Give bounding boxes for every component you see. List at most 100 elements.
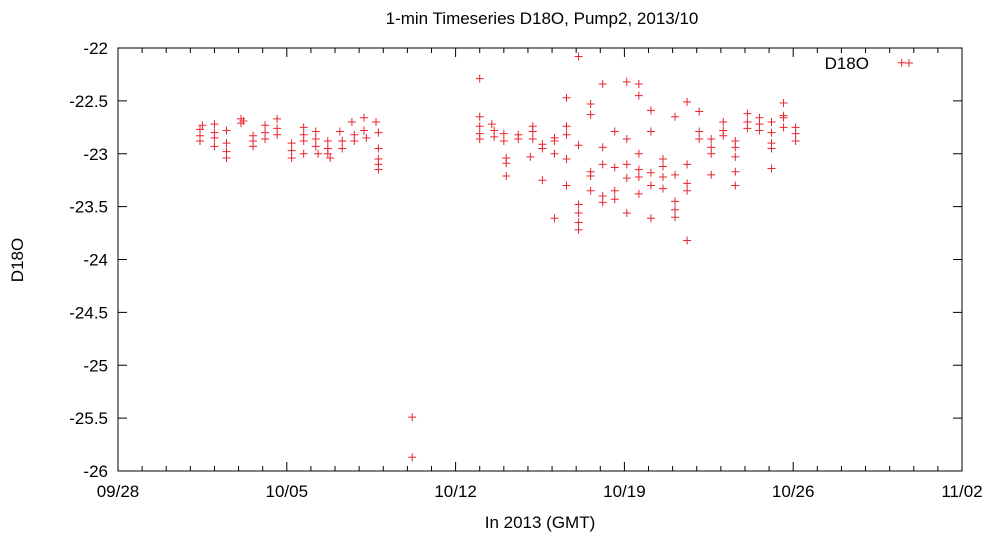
data-point [646, 127, 655, 136]
data-point [528, 134, 537, 143]
data-point [622, 208, 631, 217]
data-point [550, 214, 559, 223]
data-point [634, 79, 643, 88]
data-point [574, 208, 583, 217]
data-point [490, 132, 499, 141]
data-point [622, 174, 631, 183]
data-point [335, 127, 344, 136]
data-point [610, 186, 619, 195]
y-axis: -22 -22.5 -23 -23.5 -24 -24.5 -25 -25.5 -26 [69, 39, 962, 481]
x-axis: 09/28 10/05 10/12 10/19 10/26 11/02 [97, 48, 983, 501]
data-point [562, 155, 571, 164]
x-axis-label: In 2013 (GMT) [485, 513, 596, 532]
data-point [550, 137, 559, 146]
y-tick-label: -25 [83, 356, 108, 375]
data-point [767, 128, 776, 137]
data-point [502, 171, 511, 180]
x-tick-label: 11/02 [941, 482, 982, 501]
y-tick-label: -23 [83, 145, 108, 164]
data-point [210, 142, 219, 151]
data-point [574, 141, 583, 150]
data-point [707, 170, 716, 179]
data-point [731, 181, 740, 190]
x-tick-label: 10/12 [434, 482, 477, 501]
data-point [671, 205, 680, 214]
data-point [586, 110, 595, 119]
data-point [622, 77, 631, 86]
data-series-d18o [195, 52, 906, 462]
data-point [622, 134, 631, 143]
data-point [261, 134, 270, 143]
data-point [671, 112, 680, 121]
data-point [408, 453, 417, 462]
y-tick-label: -24 [83, 251, 108, 270]
data-point [222, 126, 231, 135]
data-point [287, 153, 296, 162]
data-point [671, 197, 680, 206]
data-point [707, 134, 716, 143]
data-point [261, 121, 270, 130]
data-point [487, 120, 496, 129]
data-point [374, 128, 383, 137]
legend-marker-plus [905, 59, 913, 67]
data-point [359, 126, 368, 135]
data-point [743, 109, 752, 118]
data-point [222, 153, 231, 162]
data-point [598, 79, 607, 88]
data-point [475, 122, 484, 131]
data-point [249, 142, 258, 151]
data-point [791, 137, 800, 146]
data-point [475, 134, 484, 143]
plot-frame [117, 47, 963, 472]
data-point [311, 127, 320, 136]
data-point [239, 116, 248, 125]
data-point [779, 98, 788, 107]
data-point [646, 168, 655, 177]
data-point [273, 114, 282, 123]
data-point [311, 134, 320, 143]
data-point [538, 176, 547, 185]
data-point [502, 159, 511, 168]
data-point [299, 123, 308, 132]
data-point [610, 163, 619, 172]
data-point [719, 118, 728, 127]
data-point [574, 218, 583, 227]
data-point [338, 137, 347, 146]
data-point [314, 149, 323, 158]
x-tick-label: 09/28 [97, 482, 140, 501]
data-point [695, 107, 704, 116]
data-point [707, 149, 716, 158]
data-point [791, 129, 800, 138]
data-point [586, 100, 595, 109]
data-point [326, 153, 335, 162]
data-point [299, 149, 308, 158]
data-point [658, 155, 667, 164]
legend: D18O [825, 54, 913, 73]
data-point [210, 120, 219, 129]
data-point [683, 236, 692, 245]
data-point [347, 118, 356, 127]
data-point [634, 149, 643, 158]
x-tick-label: 10/05 [266, 482, 309, 501]
data-point [767, 164, 776, 173]
data-point [658, 162, 667, 171]
y-tick-label: -24.5 [69, 303, 108, 322]
data-point [779, 123, 788, 132]
data-point [586, 186, 595, 195]
y-axis-label: D18O [8, 238, 27, 282]
data-point [499, 129, 508, 138]
data-point [897, 58, 906, 67]
data-point [767, 144, 776, 153]
data-point [586, 171, 595, 180]
data-point [695, 127, 704, 136]
data-point [528, 127, 537, 136]
data-point [731, 143, 740, 152]
data-point [646, 181, 655, 190]
data-point [273, 130, 282, 139]
data-point [622, 160, 631, 169]
y-tick-label: -22 [83, 39, 108, 58]
data-point [658, 184, 667, 193]
data-point [574, 200, 583, 209]
data-point [634, 91, 643, 100]
